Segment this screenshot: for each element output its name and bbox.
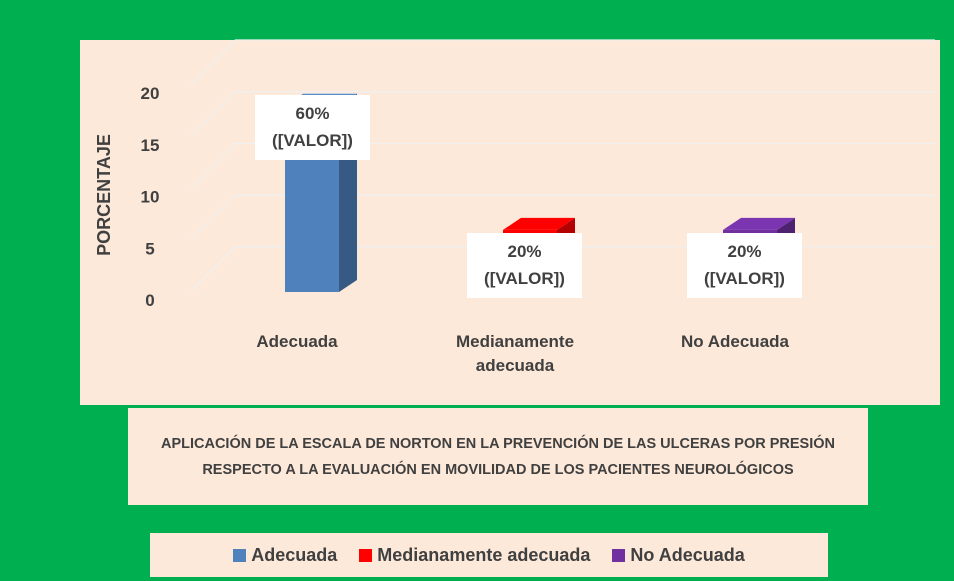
legend-swatch bbox=[233, 548, 247, 562]
x-tick-label: Medianamente adecuada bbox=[455, 332, 575, 375]
plot-area bbox=[80, 40, 940, 405]
data-label-box bbox=[467, 233, 582, 298]
y-tick-label: 10 bbox=[141, 188, 160, 207]
data-label-box bbox=[255, 95, 370, 160]
data-label: 20% bbox=[507, 242, 541, 261]
legend-swatch bbox=[612, 548, 626, 562]
legend-label: Medianamente adecuada bbox=[377, 544, 591, 565]
y-tick-label: 5 bbox=[145, 239, 154, 258]
grid-line bbox=[189, 91, 236, 138]
legend-item: No Adecuada bbox=[612, 544, 745, 566]
y-tick-label: 20 bbox=[141, 84, 160, 103]
grid-line bbox=[189, 143, 236, 189]
grid-line bbox=[189, 39, 236, 86]
data-label: ([VALOR]) bbox=[272, 131, 353, 150]
x-tick-label: Adecuada bbox=[256, 332, 338, 351]
data-label: ([VALOR]) bbox=[484, 269, 565, 288]
y-axis-label: PORCENTAJE bbox=[94, 134, 114, 256]
legend-label: No Adecuada bbox=[630, 544, 745, 565]
bar-top bbox=[503, 217, 575, 230]
y-tick-label: 0 bbox=[145, 291, 154, 310]
y-tick-label: 15 bbox=[141, 136, 160, 155]
chart-title: APLICACIÓN DE LA ESCALA DE NORTON EN LA … bbox=[128, 408, 868, 505]
grid-line bbox=[189, 194, 236, 241]
data-label: 60% bbox=[295, 104, 329, 123]
x-tick-label: No Adecuada bbox=[680, 332, 789, 351]
bar-top bbox=[723, 217, 795, 230]
data-label-box bbox=[687, 233, 802, 298]
data-label: 20% bbox=[727, 242, 761, 261]
legend-label: Adecuada bbox=[251, 544, 338, 565]
legend-item: Medianamente adecuada bbox=[359, 545, 590, 566]
legend-swatch bbox=[359, 548, 373, 562]
grid-line bbox=[189, 246, 236, 293]
data-label: ([VALOR]) bbox=[704, 269, 785, 288]
legend-item: Adecuada bbox=[233, 545, 337, 566]
legend: Adecuada Medianamente adecuada No Adecuada bbox=[150, 533, 828, 577]
